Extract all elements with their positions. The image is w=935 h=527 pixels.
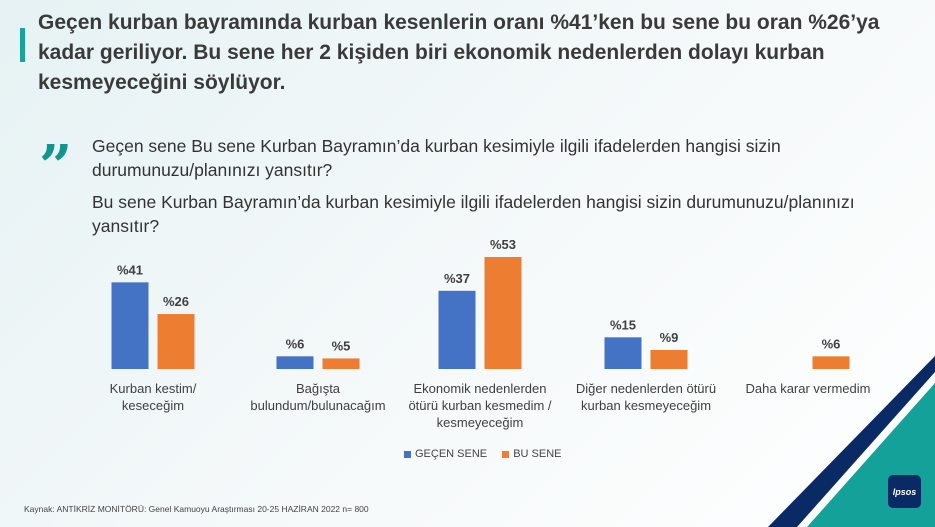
question-last-year: Geçen sene Bu sene Kurban Bayramın’da ku… xyxy=(92,136,781,180)
quote-icon: „ xyxy=(40,99,73,167)
data-label-last-year-3: %15 xyxy=(610,317,636,332)
data-label-this-year-3: %9 xyxy=(660,330,679,345)
data-label-last-year-0: %41 xyxy=(117,262,143,277)
question-this-year: Bu sene Kurban Bayramın’da kurban kesimi… xyxy=(92,192,855,236)
bar-this-year-3 xyxy=(650,349,688,369)
legend-item-last-year: GEÇEN SENE xyxy=(404,448,487,460)
headline: Geçen kurban bayramında kurban kesenleri… xyxy=(38,11,880,94)
legend-swatch-this-year xyxy=(502,450,510,458)
chart-legend: GEÇEN SENE BU SENE xyxy=(404,448,574,461)
category-label-1-line-1: bulundum/bulunacağım xyxy=(250,398,385,413)
legend-label-this-year: BU SENE xyxy=(513,448,562,460)
source-note: Kaynak: ANTİKRİZ MONİTÖRÜ: Genel Kamuoyu… xyxy=(24,504,369,514)
corner-stripe-dark xyxy=(768,356,935,527)
category-label-2-line-0: Ekonomik nedenlerden xyxy=(414,381,547,396)
category-label-3-line-1: kurban kesmeyeceğim xyxy=(581,398,711,413)
ipsos-logo: Ipsos xyxy=(888,475,921,508)
bar-this-year-0 xyxy=(157,314,195,369)
data-label-this-year-0: %26 xyxy=(163,294,189,309)
category-label-2-line-2: kesmeyeceğim xyxy=(437,415,524,430)
bar-last-year-3 xyxy=(604,337,642,369)
category-label-4-line-0: Daha karar vermedim xyxy=(746,381,871,396)
data-label-last-year-2: %37 xyxy=(444,271,470,286)
bar-this-year-1 xyxy=(322,358,360,369)
data-label-this-year-1: %5 xyxy=(332,338,351,353)
category-label-1-line-0: Bağışta xyxy=(296,381,341,396)
bar-last-year-2 xyxy=(438,290,476,369)
bar-this-year-4 xyxy=(812,356,850,369)
legend-swatch-last-year xyxy=(404,450,411,458)
data-label-this-year-2: %53 xyxy=(490,237,516,252)
data-label-this-year-4: %6 xyxy=(822,336,841,351)
data-label-last-year-1: %6 xyxy=(286,336,305,351)
legend-label-last-year: GEÇEN SENE xyxy=(415,448,488,460)
category-label-3-line-0: Diğer nedenlerden ötürü xyxy=(576,381,716,396)
bar-last-year-1 xyxy=(276,356,314,369)
legend-item-this-year: BU SENE xyxy=(502,448,562,460)
accent-bar xyxy=(20,28,25,62)
bar-this-year-2 xyxy=(484,257,522,369)
category-label-2-line-1: ötürü kurban kesmedim / xyxy=(408,398,551,413)
category-label-0-line-1: keseceğim xyxy=(122,398,184,413)
bar-last-year-0 xyxy=(111,282,149,369)
category-label-0-line-0: Kurban kestim/ xyxy=(110,381,197,396)
